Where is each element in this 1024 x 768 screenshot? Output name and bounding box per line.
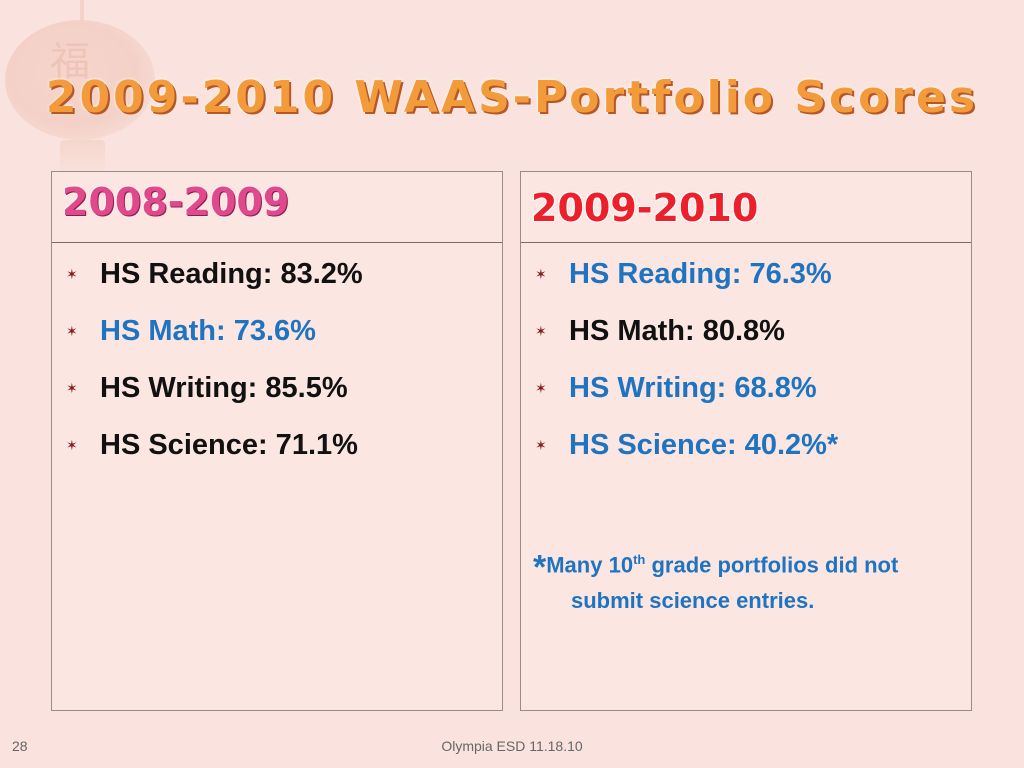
list-item: HS Reading: 76.3% <box>521 254 971 311</box>
slide-title: 2009-2010 WAAS-Portfolio Scores <box>45 72 979 123</box>
lantern-glyph-icon: 福 <box>50 39 90 85</box>
star-bullet-icon <box>535 382 547 394</box>
slide-number: 28 <box>12 738 28 754</box>
score-text: HS Science: 71.1% <box>100 429 358 461</box>
star-bullet-icon <box>66 382 78 394</box>
footnote-star: * <box>533 548 547 587</box>
list-item: HS Writing: 68.8% <box>521 368 971 425</box>
list-item: HS Math: 73.6% <box>52 311 502 368</box>
footnote-superscript: th <box>633 552 646 567</box>
score-text: HS Writing: 68.8% <box>569 372 817 404</box>
score-text: HS Reading: 83.2% <box>100 258 363 290</box>
footnote-text-1: Many 10 <box>546 552 634 578</box>
footnote-text-3: submit science entries. <box>571 588 815 614</box>
footnote: *Many 10th grade portfolios did not subm… <box>533 542 963 619</box>
slide-footer: Olympia ESD 11.18.10 <box>441 738 583 754</box>
lantern-string <box>80 0 84 25</box>
star-bullet-icon <box>535 268 547 280</box>
list-item: HS Science: 40.2%* <box>521 425 971 482</box>
right-panel: 2009-2010 HS Reading: 76.3% HS Math: 80.… <box>520 171 972 711</box>
left-panel: 2008-2009 HS Reading: 83.2% HS Math: 73.… <box>51 171 503 711</box>
left-score-list: HS Reading: 83.2% HS Math: 73.6% HS Writ… <box>52 254 502 482</box>
right-panel-header: 2009-2010 <box>521 172 971 243</box>
score-text: HS Reading: 76.3% <box>569 258 832 290</box>
star-bullet-icon <box>66 439 78 451</box>
star-bullet-icon <box>535 439 547 451</box>
footnote-text-2: grade portfolios did not <box>645 552 899 578</box>
score-text: HS Science: 40.2%* <box>569 429 839 461</box>
list-item: HS Reading: 83.2% <box>52 254 502 311</box>
list-item: HS Writing: 85.5% <box>52 368 502 425</box>
star-bullet-icon <box>535 325 547 337</box>
left-panel-heading: 2008-2009 <box>62 180 290 224</box>
left-panel-header: 2008-2009 <box>52 172 502 243</box>
score-text: HS Writing: 85.5% <box>100 372 348 404</box>
list-item: HS Math: 80.8% <box>521 311 971 368</box>
star-bullet-icon <box>66 268 78 280</box>
list-item: HS Science: 71.1% <box>52 425 502 482</box>
score-text: HS Math: 80.8% <box>569 315 785 347</box>
lantern-icon <box>5 20 155 140</box>
score-text: HS Math: 73.6% <box>100 315 316 347</box>
right-score-list: HS Reading: 76.3% HS Math: 80.8% HS Writ… <box>521 254 971 482</box>
right-panel-heading: 2009-2010 <box>531 186 759 230</box>
star-bullet-icon <box>66 325 78 337</box>
